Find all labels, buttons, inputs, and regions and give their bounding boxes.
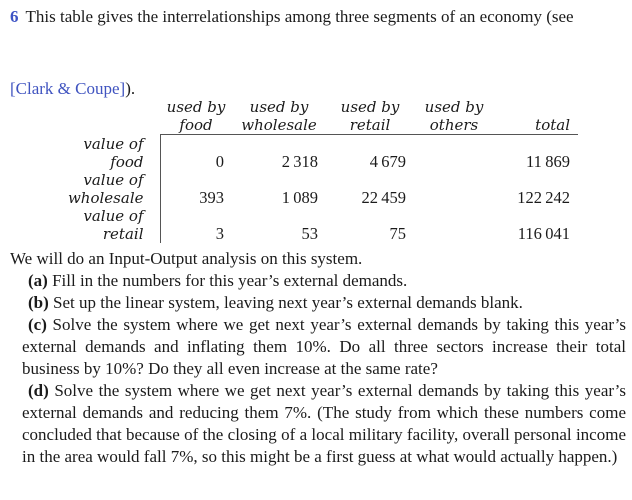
cell-wholesale-used-by-retail: 22 459 xyxy=(361,188,406,207)
cell-wholesale-used-by-others xyxy=(414,171,494,207)
problem-statement: 6 This table gives the interrelationships… xyxy=(10,6,627,28)
cell-wholesale-total: 122 242 xyxy=(517,188,570,207)
table-corner-cell xyxy=(8,98,160,135)
col-header-used-by-others: used by others xyxy=(414,98,494,135)
cell-retail-used-by-wholesale: 53 xyxy=(301,224,319,243)
table-row-food: value of food 0 2 318 4 679 11 869 xyxy=(8,134,578,172)
item-a-label: (a) xyxy=(28,271,48,290)
col-header-used-by-food: used by food xyxy=(160,98,232,135)
cell-wholesale-used-by-wholesale: 1 089 xyxy=(281,188,318,207)
citation-link[interactable]: [Clark & Coupe] xyxy=(10,79,126,98)
row-label-retail: value of retail xyxy=(83,207,144,243)
cell-food-used-by-food: 0 xyxy=(159,134,232,171)
cell-food-used-by-others xyxy=(414,135,494,172)
col-header-used-by-wholesale: used by wholesale xyxy=(232,98,326,135)
citation-line: [Clark & Coupe]). xyxy=(10,78,135,100)
item-d-label: (d) xyxy=(28,381,49,400)
cell-retail-used-by-food: 3 xyxy=(159,207,232,243)
problem-number: 6 xyxy=(10,7,19,26)
cell-retail-total: 116 041 xyxy=(517,224,570,243)
item-c-text: Solve the system where we get next year’… xyxy=(22,315,626,378)
col-header-used-by-retail: used by retail xyxy=(326,98,414,135)
cell-food-used-by-wholesale: 2 318 xyxy=(281,152,318,171)
row-label-wholesale: value of wholesale xyxy=(67,171,144,207)
item-b: (b) Set up the linear system, leaving ne… xyxy=(10,292,626,314)
problem-intro-text: This table gives the interrelationships … xyxy=(25,7,574,26)
item-b-label: (b) xyxy=(28,293,49,312)
item-d: (d) Solve the system where we get next y… xyxy=(10,380,626,468)
cell-food-total: 11 869 xyxy=(526,152,570,171)
item-c: (c) Solve the system where we get next y… xyxy=(10,314,626,380)
item-a-text: Fill in the numbers for this year’s exte… xyxy=(52,271,408,290)
table-row-wholesale: value of wholesale 393 1 089 22 459 122 … xyxy=(8,171,578,207)
col-header-total: total xyxy=(494,98,578,135)
cell-retail-used-by-others xyxy=(414,207,494,243)
cell-wholesale-used-by-food: 393 xyxy=(159,171,232,207)
economy-table: used by food used by wholesale used by r… xyxy=(8,98,578,243)
citation-suffix: ). xyxy=(125,79,136,98)
item-c-label: (c) xyxy=(28,315,47,334)
cell-retail-used-by-retail: 75 xyxy=(389,224,407,243)
item-b-text: Set up the linear system, leaving next y… xyxy=(53,293,523,312)
table-row-retail: value of retail 3 53 75 116 041 xyxy=(8,207,578,243)
exercise-body: We will do an Input-Output analysis on t… xyxy=(10,248,626,468)
row-label-food: value of food xyxy=(83,135,144,171)
table-header-row: used by food used by wholesale used by r… xyxy=(8,98,578,135)
item-d-text: Solve the system where we get next year’… xyxy=(22,381,626,466)
lead-sentence: We will do an Input-Output analysis on t… xyxy=(10,249,363,268)
item-a: (a) Fill in the numbers for this year’s … xyxy=(10,270,626,292)
cell-food-used-by-retail: 4 679 xyxy=(369,152,406,171)
